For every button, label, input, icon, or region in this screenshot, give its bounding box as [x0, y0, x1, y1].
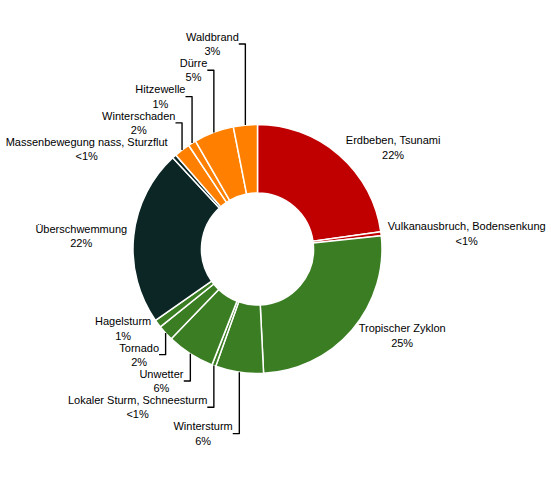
svg-text:Dürre5%: Dürre5%: [180, 57, 208, 83]
svg-text:Unwetter6%: Unwetter6%: [139, 368, 183, 394]
svg-text:Tropischer Zyklon25%: Tropischer Zyklon25%: [359, 322, 446, 348]
svg-text:Hagelsturm1%: Hagelsturm1%: [95, 315, 151, 341]
svg-text:Massenbewegung nass, Sturzflut: Massenbewegung nass, Sturzflut<1%: [6, 136, 168, 162]
svg-text:Erdbeben, Tsunami22%: Erdbeben, Tsunami22%: [346, 134, 441, 160]
svg-text:Wintersturm6%: Wintersturm6%: [173, 420, 232, 446]
svg-text:Vulkanausbruch, Bodensenkung<1: Vulkanausbruch, Bodensenkung<1%: [388, 220, 546, 246]
svg-text:Tornado2%: Tornado2%: [119, 342, 159, 368]
svg-text:Überschwemmung22%: Überschwemmung22%: [35, 223, 127, 249]
svg-text:Waldbrand3%: Waldbrand3%: [186, 31, 239, 57]
svg-text:Lokaler Sturm, Schneesturm<1%: Lokaler Sturm, Schneesturm<1%: [68, 394, 207, 420]
svg-text:Winterschaden2%: Winterschaden2%: [102, 110, 175, 136]
svg-text:Hitzewelle1%: Hitzewelle1%: [135, 83, 185, 109]
